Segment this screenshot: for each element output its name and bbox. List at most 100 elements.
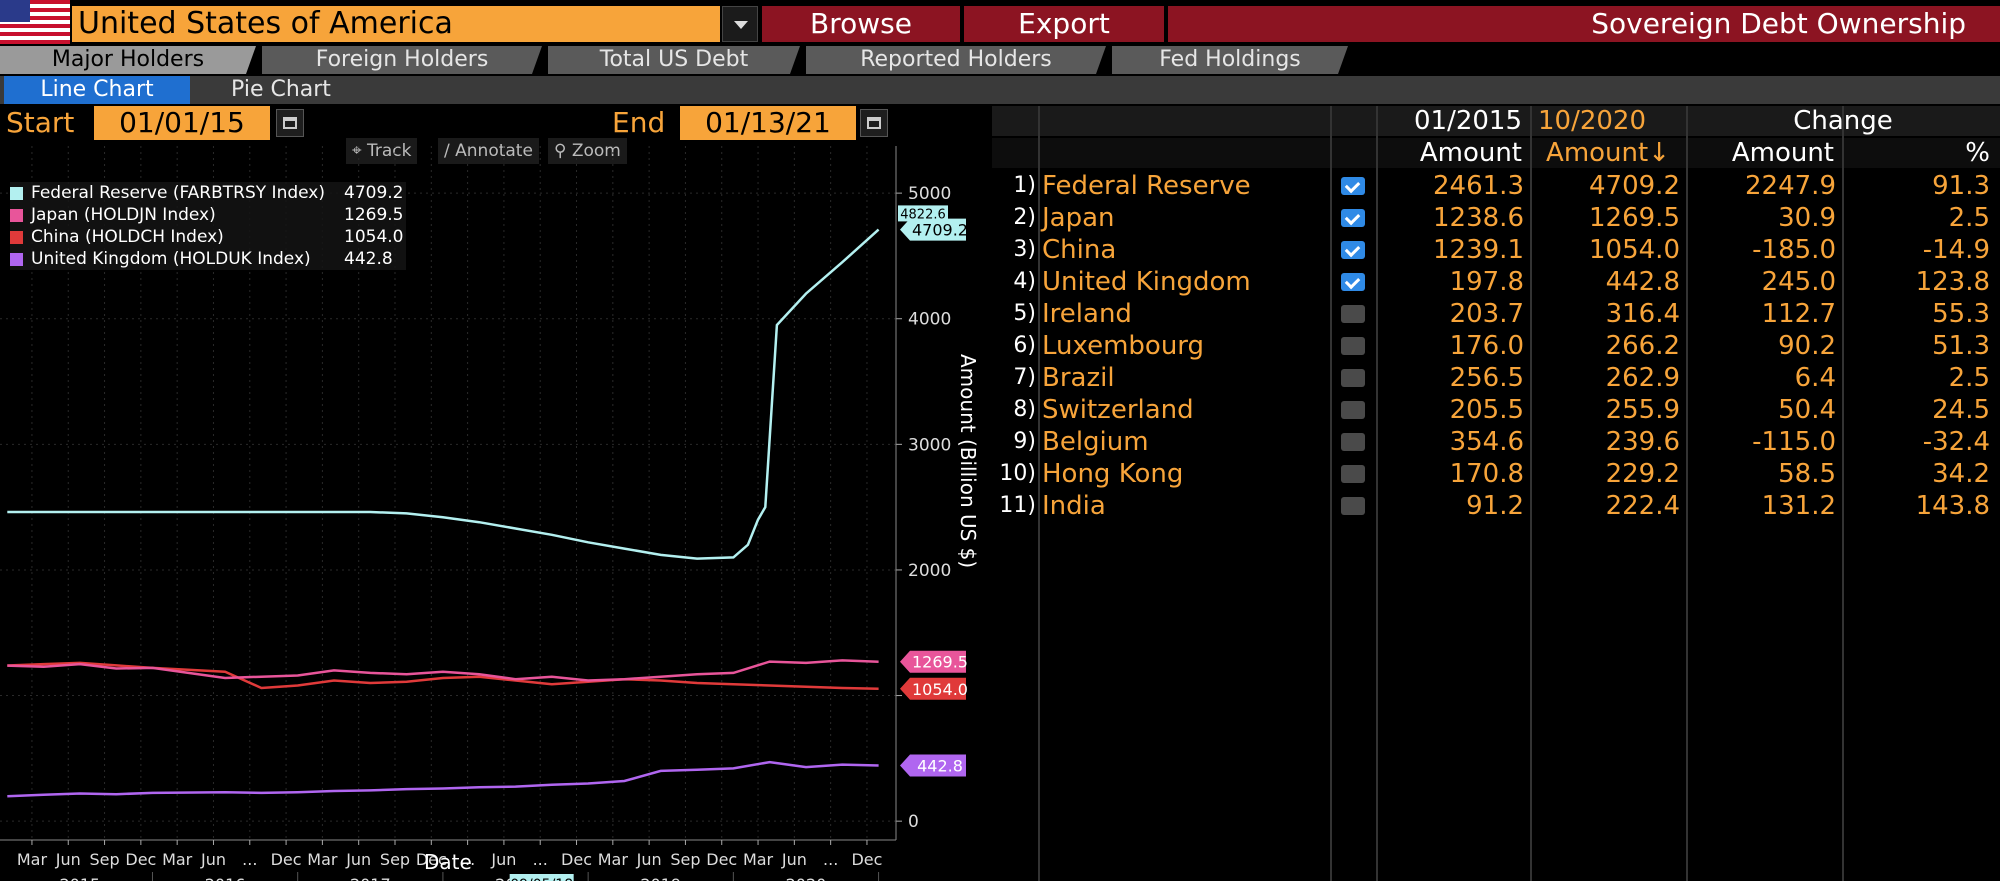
table-row[interactable]: 8) Switzerland 205.5 255.9 50.4 24.5 bbox=[992, 394, 2000, 426]
tab-fed-holdings[interactable]: Fed Holdings bbox=[1112, 46, 1348, 74]
amount-change: 2247.9 bbox=[1745, 171, 1836, 201]
table-row[interactable]: 7) Brazil 256.5 262.9 6.4 2.5 bbox=[992, 362, 2000, 394]
table-row[interactable]: 1) Federal Reserve 2461.3 4709.2 2247.9 91.3 bbox=[992, 170, 2000, 202]
tab-line-chart[interactable]: Line Chart bbox=[4, 76, 190, 104]
amount-change: 112.7 bbox=[1761, 299, 1836, 329]
table-row[interactable]: 9) Belgium 354.6 239.6 -115.0 -32.4 bbox=[992, 426, 2000, 458]
calendar-icon[interactable] bbox=[860, 109, 888, 137]
row-number: 6) bbox=[1013, 333, 1036, 358]
legend-item-uk[interactable]: United Kingdom (HOLDUK Index) 442.8 bbox=[10, 248, 406, 270]
value-tag-bg bbox=[900, 218, 966, 241]
export-button[interactable]: Export bbox=[964, 6, 1164, 42]
zoom-button[interactable]: ⚲ Zoom bbox=[548, 138, 627, 164]
tab-total-us-debt[interactable]: Total US Debt bbox=[548, 46, 800, 74]
checkbox-icon[interactable] bbox=[1341, 401, 1365, 419]
start-label: Start bbox=[6, 106, 75, 139]
amount-start: 1238.6 bbox=[1433, 203, 1524, 233]
chevron-down-icon[interactable] bbox=[722, 6, 758, 42]
row-number: 4) bbox=[1013, 269, 1036, 294]
amount-start: 203.7 bbox=[1449, 299, 1524, 329]
amount-change: 90.2 bbox=[1778, 331, 1836, 361]
table-row[interactable]: 3) China 1239.1 1054.0 -185.0 -14.9 bbox=[992, 234, 2000, 266]
holders-table: 01/2015 10/2020 Change Amount Amount↓ Am… bbox=[992, 106, 2000, 881]
calendar-icon[interactable] bbox=[276, 109, 304, 137]
x-tick-label: Jun bbox=[636, 850, 662, 869]
percent-change: 123.8 bbox=[1915, 267, 1990, 297]
series-line-fed bbox=[7, 228, 880, 560]
table-row[interactable]: 4) United Kingdom 197.8 442.8 245.0 123.8 bbox=[992, 266, 2000, 298]
amount-end: 229.2 bbox=[1605, 459, 1680, 489]
tab-reported-holders[interactable]: Reported Holders bbox=[806, 46, 1106, 74]
table-row[interactable]: 5) Ireland 203.7 316.4 112.7 55.3 bbox=[992, 298, 2000, 330]
amount-start: 197.8 bbox=[1449, 267, 1524, 297]
checkbox-icon[interactable] bbox=[1341, 337, 1365, 355]
value-tag-bg bbox=[900, 754, 966, 777]
x-tick-label: Dec bbox=[416, 850, 447, 869]
col-header-amount3[interactable]: Amount bbox=[1731, 138, 1834, 168]
holder-name: India bbox=[1042, 491, 1106, 521]
legend-item-fed[interactable]: Federal Reserve (FARBTRSY Index) 4709.2 bbox=[10, 182, 406, 204]
track-button[interactable]: ⌖ Track bbox=[346, 138, 418, 164]
legend-swatch bbox=[10, 252, 23, 266]
row-number: 10) bbox=[999, 461, 1036, 486]
row-number: 5) bbox=[1013, 301, 1036, 326]
browse-button[interactable]: Browse bbox=[762, 6, 960, 42]
amount-end: 4709.2 bbox=[1589, 171, 1680, 201]
value-tag-fed: 4709.2 bbox=[900, 218, 968, 241]
legend-item-china[interactable]: China (HOLDCH Index) 1054.0 bbox=[10, 226, 406, 248]
col-header-date1[interactable]: 01/2015 bbox=[1413, 106, 1522, 136]
column-divider bbox=[1686, 106, 1688, 881]
max-value-text: 4822.6 bbox=[900, 207, 946, 222]
x-tick-label: Mar bbox=[162, 850, 193, 869]
end-date-input[interactable]: 01/13/21 bbox=[680, 106, 856, 140]
y-tick-label: 5000 bbox=[908, 184, 951, 204]
row-number: 9) bbox=[1013, 429, 1036, 454]
table-row[interactable]: 11) India 91.2 222.4 131.2 143.8 bbox=[992, 490, 2000, 522]
checkbox-icon[interactable] bbox=[1341, 273, 1365, 291]
top-bar: United States of America Browse Export S… bbox=[0, 0, 2000, 46]
amount-end: 1269.5 bbox=[1589, 203, 1680, 233]
table-row[interactable]: 2) Japan 1238.6 1269.5 30.9 2.5 bbox=[992, 202, 2000, 234]
country-selector[interactable]: United States of America bbox=[72, 6, 720, 42]
holder-name: China bbox=[1042, 235, 1117, 265]
tab-major-holders[interactable]: Major Holders bbox=[0, 46, 256, 74]
holder-name: Hong Kong bbox=[1042, 459, 1184, 489]
column-divider bbox=[1038, 106, 1040, 881]
table-row[interactable]: 6) Luxembourg 176.0 266.2 90.2 51.3 bbox=[992, 330, 2000, 362]
col-header-pct[interactable]: % bbox=[1965, 138, 1990, 168]
checkbox-icon[interactable] bbox=[1341, 465, 1365, 483]
x-tick-label: Dec bbox=[706, 850, 737, 869]
checkbox-icon[interactable] bbox=[1341, 433, 1365, 451]
col-header-amount2[interactable]: Amount↓ bbox=[1546, 138, 1670, 168]
tab-foreign-holders[interactable]: Foreign Holders bbox=[262, 46, 542, 74]
amount-change: -185.0 bbox=[1752, 235, 1836, 265]
percent-change: 91.3 bbox=[1932, 171, 1990, 201]
amount-end: 255.9 bbox=[1605, 395, 1680, 425]
annotate-button[interactable]: ∕ Annotate bbox=[438, 138, 539, 164]
legend-swatch bbox=[10, 230, 23, 244]
col-header-amount1[interactable]: Amount bbox=[1419, 138, 1522, 168]
col-header-date2[interactable]: 10/2020 bbox=[1538, 106, 1647, 136]
value-tag-china: 1054.0 bbox=[900, 677, 968, 700]
magnifier-icon: ⚲ bbox=[554, 141, 572, 161]
percent-change: 24.5 bbox=[1932, 395, 1990, 425]
table-row[interactable]: 10) Hong Kong 170.8 229.2 58.5 34.2 bbox=[992, 458, 2000, 490]
y-axis-title: Amount (Billion US $) bbox=[956, 354, 980, 569]
amount-change: 30.9 bbox=[1778, 203, 1836, 233]
start-date-input[interactable]: 01/01/15 bbox=[94, 106, 270, 140]
checkbox-icon[interactable] bbox=[1341, 209, 1365, 227]
legend-item-japan[interactable]: Japan (HOLDJN Index) 1269.5 bbox=[10, 204, 406, 226]
checkbox-icon[interactable] bbox=[1341, 241, 1365, 259]
tab-pie-chart[interactable]: Pie Chart bbox=[231, 77, 331, 102]
x-tick-label: Sep bbox=[89, 850, 119, 869]
x-tick-label: Jun bbox=[781, 850, 807, 869]
checkbox-icon[interactable] bbox=[1341, 497, 1365, 515]
checkbox-icon[interactable] bbox=[1341, 177, 1365, 195]
pencil-icon: ∕ bbox=[444, 141, 456, 161]
checkbox-icon[interactable] bbox=[1341, 305, 1365, 323]
checkbox-icon[interactable] bbox=[1341, 369, 1365, 387]
holder-name: Japan bbox=[1042, 203, 1115, 233]
amount-change: -115.0 bbox=[1752, 427, 1836, 457]
row-number: 2) bbox=[1013, 205, 1036, 230]
amount-end: 1054.0 bbox=[1589, 235, 1680, 265]
